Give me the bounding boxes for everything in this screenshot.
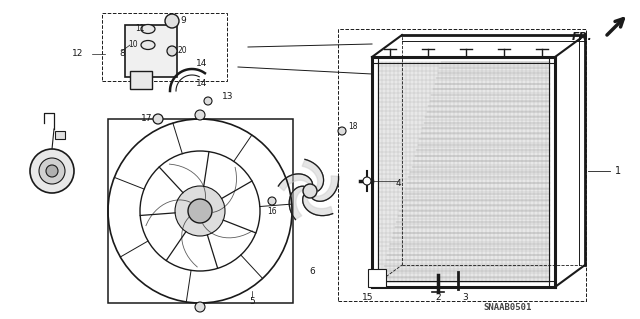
Bar: [368, 269, 386, 287]
Circle shape: [165, 14, 179, 28]
Circle shape: [204, 97, 212, 105]
Bar: [338, 29, 586, 301]
Text: 18: 18: [348, 122, 358, 131]
Circle shape: [303, 184, 317, 198]
Text: 10: 10: [129, 41, 138, 49]
Text: 17: 17: [141, 115, 152, 123]
Text: 14: 14: [196, 79, 208, 88]
Bar: [130, 71, 152, 89]
Text: 1: 1: [615, 166, 621, 176]
Text: 4: 4: [395, 180, 401, 189]
Ellipse shape: [141, 41, 155, 49]
Circle shape: [175, 186, 225, 236]
Text: 9: 9: [180, 17, 186, 26]
Text: 6: 6: [309, 266, 315, 276]
Text: 19: 19: [372, 273, 382, 283]
Text: 2: 2: [435, 293, 441, 301]
Text: 7: 7: [40, 154, 46, 164]
Polygon shape: [311, 176, 339, 201]
Circle shape: [39, 158, 65, 184]
Circle shape: [195, 302, 205, 312]
Circle shape: [153, 114, 163, 124]
Circle shape: [167, 46, 177, 56]
Text: 12: 12: [72, 49, 84, 58]
Polygon shape: [289, 186, 308, 219]
Circle shape: [46, 165, 58, 177]
Polygon shape: [278, 174, 312, 191]
Text: 8: 8: [119, 49, 125, 58]
Circle shape: [338, 127, 346, 135]
Circle shape: [363, 177, 371, 185]
Polygon shape: [303, 192, 333, 216]
Circle shape: [30, 149, 74, 193]
Text: 3: 3: [462, 293, 468, 301]
Bar: [108, 119, 293, 303]
Ellipse shape: [141, 25, 155, 33]
Polygon shape: [302, 160, 324, 191]
Circle shape: [195, 110, 205, 120]
Polygon shape: [378, 62, 550, 282]
Text: 5: 5: [249, 296, 255, 306]
Text: 20: 20: [178, 47, 188, 56]
Text: 11: 11: [136, 25, 145, 33]
Text: 13: 13: [222, 93, 234, 101]
Bar: [102, 13, 227, 81]
Text: 16: 16: [267, 207, 277, 216]
Circle shape: [268, 197, 276, 205]
Text: SNAAB0501: SNAAB0501: [484, 302, 532, 311]
Text: 14: 14: [196, 60, 208, 69]
Text: FR.: FR.: [572, 32, 593, 42]
Bar: [55, 131, 65, 139]
Bar: [125, 25, 177, 77]
Text: 15: 15: [362, 293, 374, 301]
Circle shape: [188, 199, 212, 223]
